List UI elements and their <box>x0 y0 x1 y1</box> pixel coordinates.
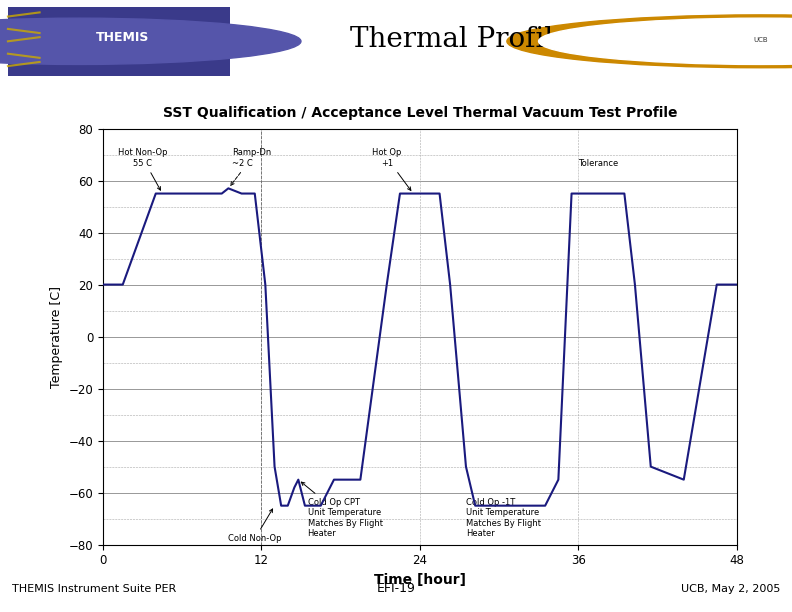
Circle shape <box>507 15 792 68</box>
Text: UCB, May 2, 2005: UCB, May 2, 2005 <box>681 584 780 594</box>
Text: THEMIS: THEMIS <box>96 31 150 43</box>
Text: Thermal Profile: Thermal Profile <box>349 26 569 53</box>
FancyBboxPatch shape <box>8 7 230 76</box>
Text: Cold Op -1T
Unit Temperature
Matches By Flight
Heater: Cold Op -1T Unit Temperature Matches By … <box>466 498 541 538</box>
Text: Cold Non-Op: Cold Non-Op <box>228 509 281 543</box>
Text: THEMIS Instrument Suite PER: THEMIS Instrument Suite PER <box>12 584 176 594</box>
X-axis label: Time [hour]: Time [hour] <box>374 573 466 587</box>
Text: Tolerance: Tolerance <box>578 159 618 168</box>
Text: Hot Non-Op
55 C: Hot Non-Op 55 C <box>118 148 167 190</box>
Circle shape <box>539 18 792 64</box>
Title: SST Qualification / Acceptance Level Thermal Vacuum Test Profile: SST Qualification / Acceptance Level The… <box>162 106 677 121</box>
Text: UCB: UCB <box>753 37 767 43</box>
Circle shape <box>0 18 301 64</box>
Text: Cold Op CPT
Unit Temperature
Matches By Flight
Heater: Cold Op CPT Unit Temperature Matches By … <box>301 482 383 538</box>
Text: EFI-19: EFI-19 <box>376 582 416 595</box>
Text: Ramp-Dn
~2 C: Ramp-Dn ~2 C <box>230 148 272 185</box>
Y-axis label: Temperature [C]: Temperature [C] <box>50 286 63 387</box>
Text: Hot Op
+1: Hot Op +1 <box>372 148 411 190</box>
